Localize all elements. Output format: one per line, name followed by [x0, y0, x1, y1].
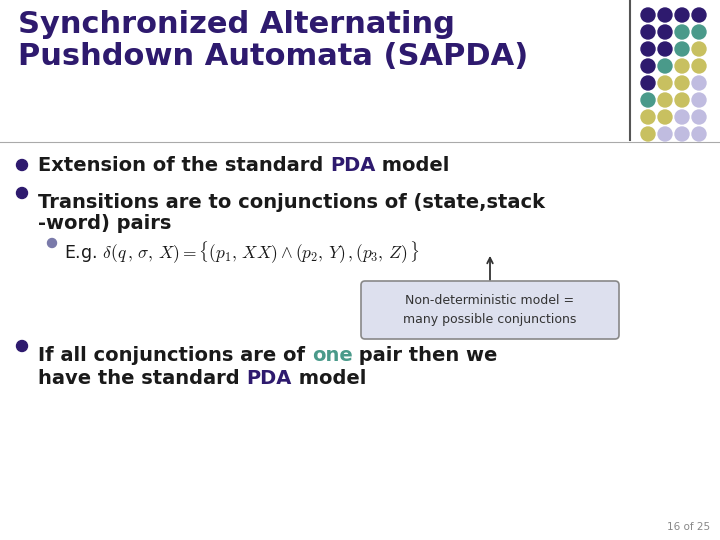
Circle shape — [641, 127, 655, 141]
Circle shape — [641, 76, 655, 90]
Circle shape — [641, 8, 655, 22]
Circle shape — [17, 187, 27, 199]
Circle shape — [48, 239, 56, 247]
Circle shape — [641, 25, 655, 39]
Circle shape — [658, 76, 672, 90]
FancyArrowPatch shape — [487, 258, 492, 280]
Text: model: model — [375, 156, 450, 175]
Circle shape — [641, 42, 655, 56]
Circle shape — [675, 25, 689, 39]
Circle shape — [692, 8, 706, 22]
Text: 16 of 25: 16 of 25 — [667, 522, 710, 532]
Text: one: one — [312, 346, 353, 365]
Circle shape — [675, 59, 689, 73]
Circle shape — [675, 76, 689, 90]
Text: Non-deterministic model =
many possible conjunctions: Non-deterministic model = many possible … — [403, 294, 577, 326]
Text: model: model — [292, 369, 366, 388]
Circle shape — [675, 110, 689, 124]
Text: Transitions are to conjunctions of (state,stack: Transitions are to conjunctions of (stat… — [38, 193, 545, 212]
Circle shape — [692, 25, 706, 39]
Circle shape — [641, 93, 655, 107]
Text: pair then we: pair then we — [353, 346, 498, 365]
Circle shape — [658, 127, 672, 141]
Circle shape — [658, 42, 672, 56]
Text: E.g. $\delta(q\,,\,\sigma,\,X) = \{(p_1,\,XX) \wedge (p_2,\,Y)\,,(p_3,\,Z)\,\}$: E.g. $\delta(q\,,\,\sigma,\,X) = \{(p_1,… — [64, 240, 420, 266]
Text: -word) pairs: -word) pairs — [38, 214, 171, 233]
Circle shape — [675, 127, 689, 141]
Text: PDA: PDA — [330, 156, 375, 175]
Text: Pushdown Automata (SAPDA): Pushdown Automata (SAPDA) — [18, 42, 528, 71]
Text: If all conjunctions are of: If all conjunctions are of — [38, 346, 312, 365]
Circle shape — [17, 159, 27, 171]
Circle shape — [692, 110, 706, 124]
Circle shape — [658, 59, 672, 73]
Circle shape — [658, 8, 672, 22]
Circle shape — [641, 110, 655, 124]
Circle shape — [692, 42, 706, 56]
Text: Extension of the standard: Extension of the standard — [38, 156, 330, 175]
Circle shape — [641, 59, 655, 73]
Circle shape — [692, 59, 706, 73]
Circle shape — [675, 93, 689, 107]
Circle shape — [692, 93, 706, 107]
Circle shape — [658, 110, 672, 124]
Text: PDA: PDA — [246, 369, 292, 388]
Circle shape — [658, 93, 672, 107]
Text: Synchronized Alternating: Synchronized Alternating — [18, 10, 455, 39]
Text: have the standard: have the standard — [38, 369, 246, 388]
Circle shape — [692, 76, 706, 90]
Circle shape — [658, 25, 672, 39]
Circle shape — [675, 8, 689, 22]
Circle shape — [692, 127, 706, 141]
FancyBboxPatch shape — [361, 281, 619, 339]
Circle shape — [675, 42, 689, 56]
Circle shape — [17, 341, 27, 352]
